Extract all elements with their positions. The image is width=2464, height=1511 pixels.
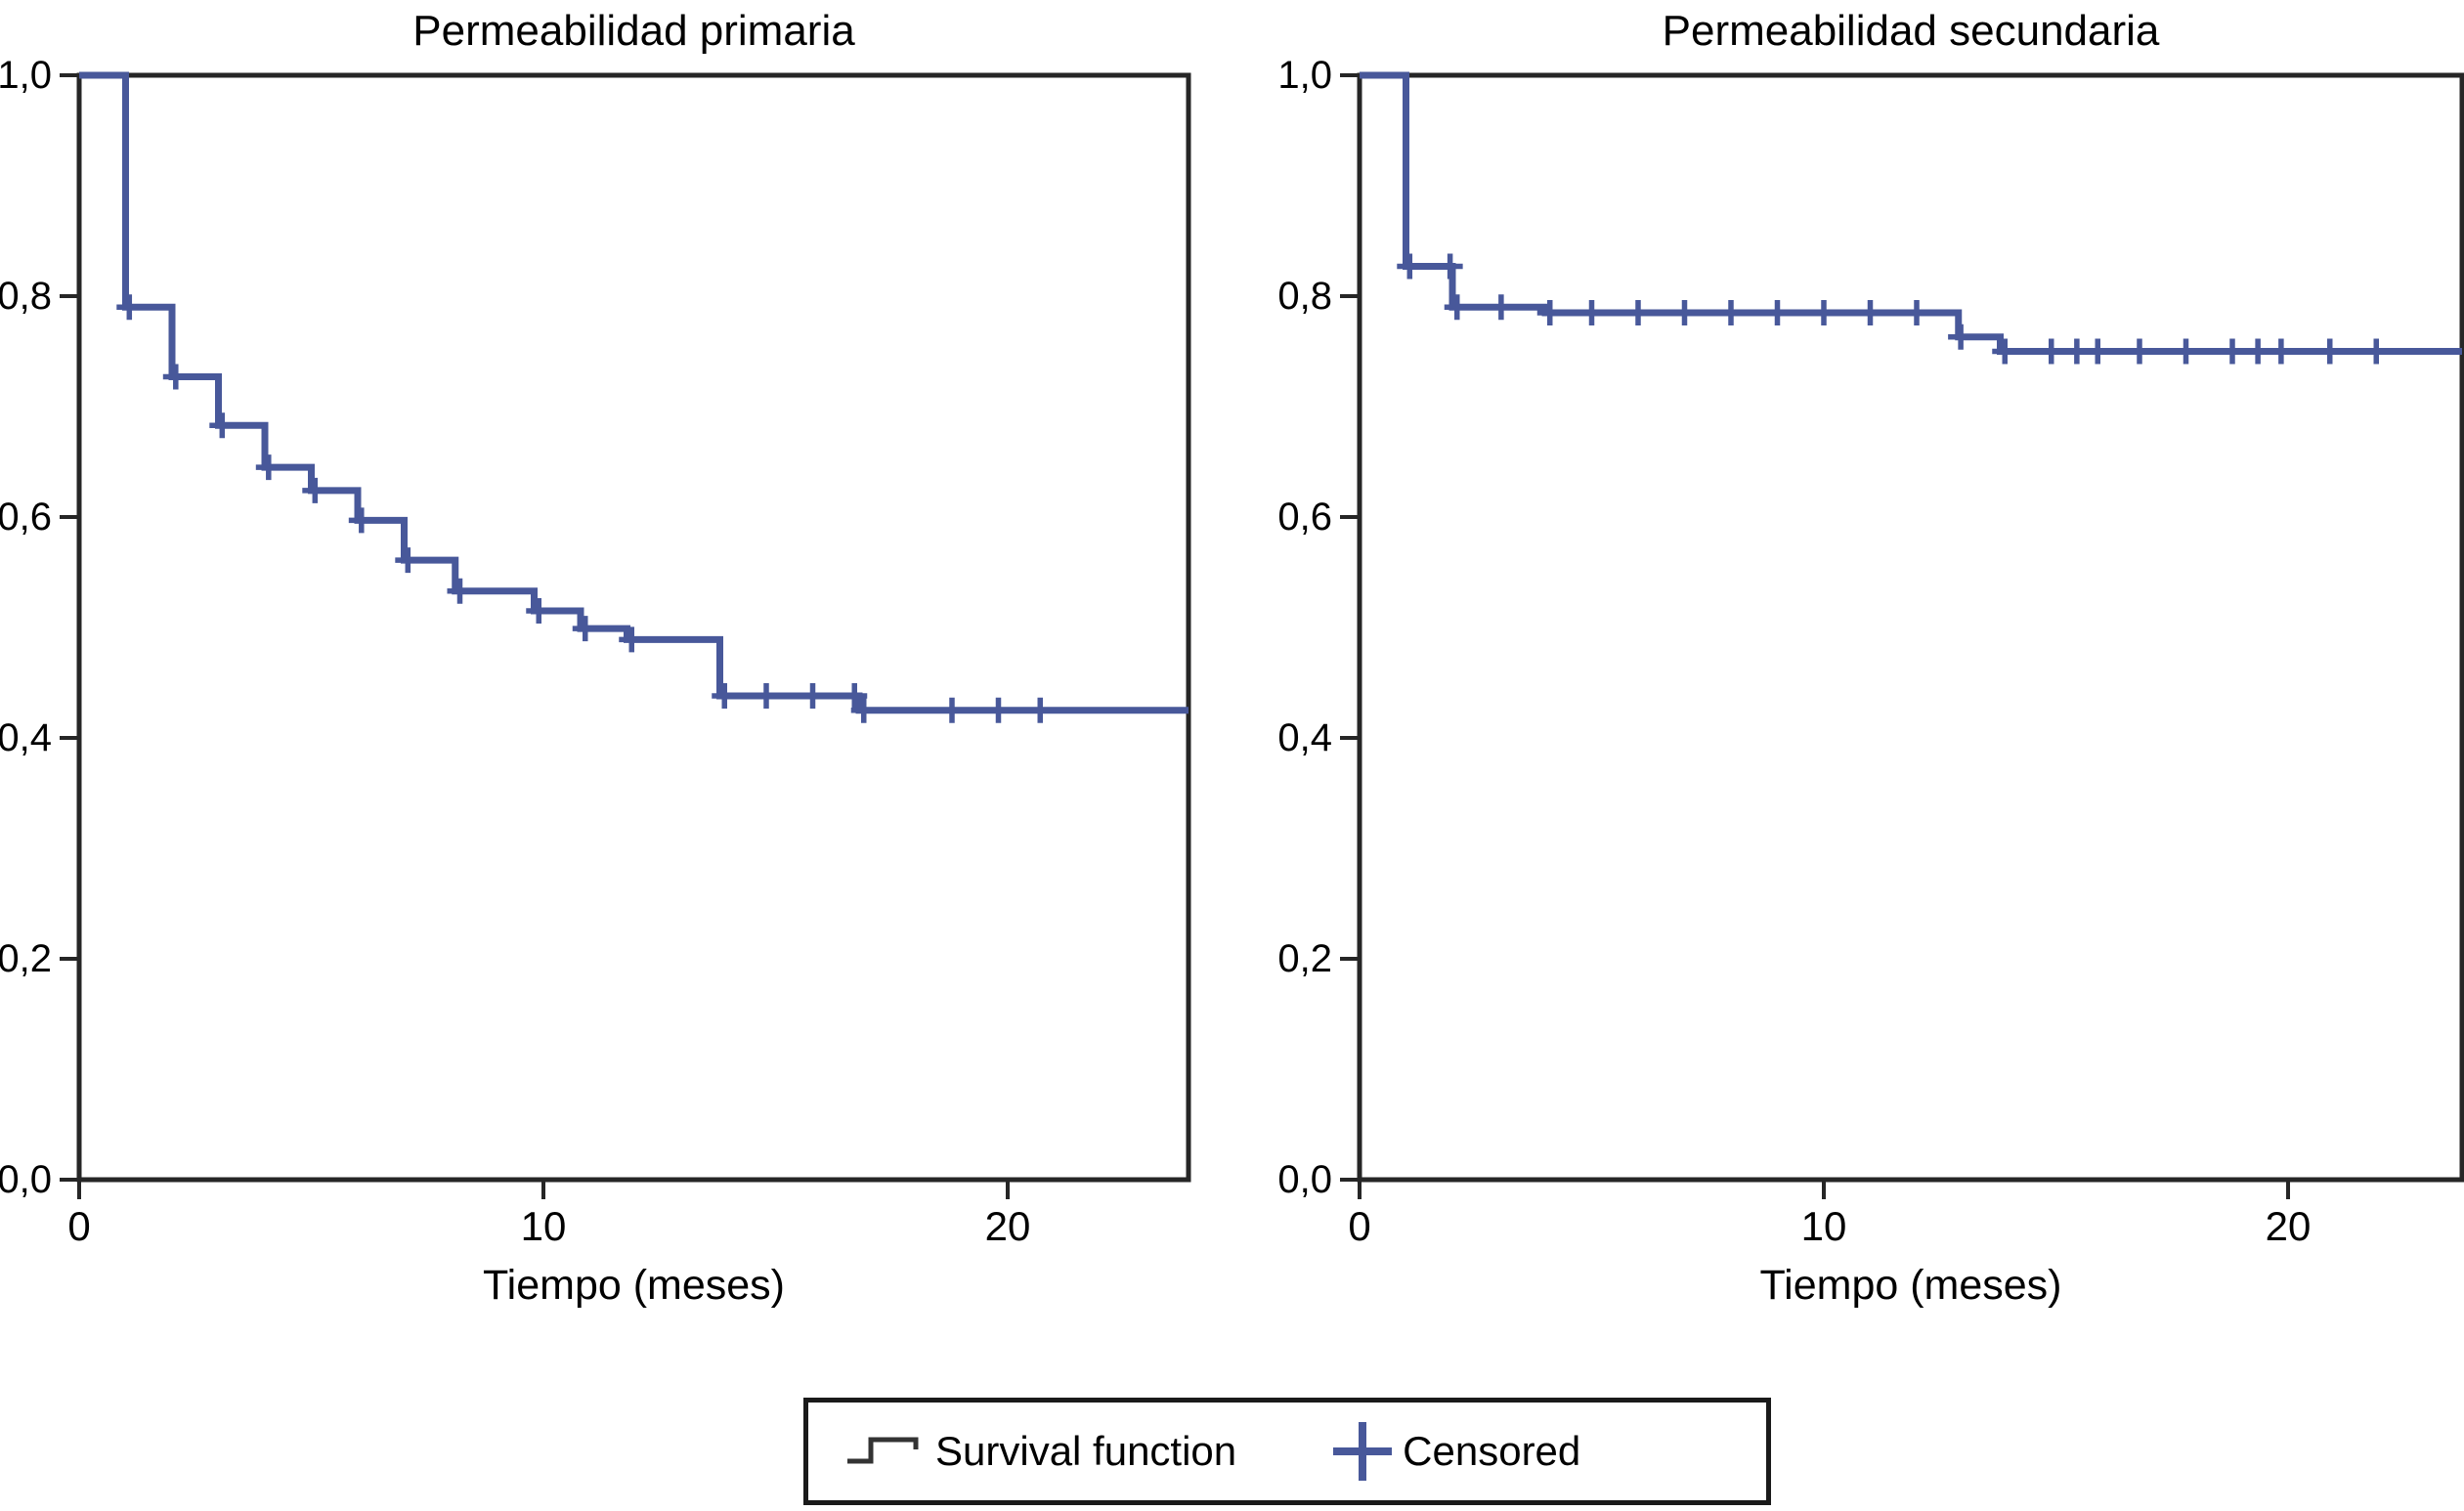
censored-mark [162, 364, 189, 390]
censored-mark [1444, 294, 1470, 321]
censored-mark [1948, 324, 1974, 350]
y-tick-label: 0,6 [0, 496, 52, 539]
censored-mark [1027, 697, 1054, 723]
y-tick-label: 1,0 [0, 54, 52, 97]
censored-mark [850, 697, 877, 723]
legend-entry-survival: Survival function [845, 1428, 1236, 1475]
censored-plus-icon [1333, 1422, 1393, 1481]
censored-mark [209, 412, 236, 439]
censored-mark [302, 477, 328, 503]
censored-mark [1625, 299, 1651, 325]
y-tick-label: 0,0 [1277, 1158, 1332, 1201]
censored-mark [1992, 338, 2018, 365]
censored-mark [1536, 299, 1563, 325]
censored-mark [1488, 294, 1514, 321]
censored-mark [2127, 338, 2152, 365]
x-tick-label: 0 [1348, 1203, 1370, 1249]
legend-entry-censored: Censored [1330, 1419, 1580, 1484]
chart-permeabilidad-primaria: Permeabilidad primaria 0,0 0,2 0,4 0,6 0,8 1,0… [0, 7, 1191, 1309]
survival-step-curve [1360, 71, 2462, 355]
censored-mark [2173, 338, 2199, 365]
censored-mark [526, 598, 552, 625]
legend-censored-label: Censored [1403, 1428, 1581, 1474]
x-tick-label: 20 [985, 1203, 1031, 1249]
censored-mark [985, 697, 1012, 723]
censored-mark [939, 697, 965, 723]
censored-mark [754, 683, 779, 710]
y-tick-label: 0,4 [1277, 716, 1332, 759]
censored-mark [395, 547, 421, 574]
censored-mark [1437, 253, 1463, 280]
censored-mark [800, 683, 826, 710]
censored-mark [1671, 299, 1698, 325]
censored-mark [1857, 299, 1883, 325]
censored-mark [1764, 299, 1791, 325]
x-tick-label: 0 [67, 1203, 90, 1249]
plot-border [76, 72, 1191, 1183]
y-tick-label: 0,4 [0, 716, 52, 759]
x-axis-label: Tiempo (meses) [483, 1262, 785, 1309]
censored-mark [447, 578, 473, 604]
censored-mark [2363, 338, 2390, 365]
legend: Survival function Censored [803, 1398, 1771, 1505]
censored-mark [2220, 338, 2245, 365]
y-tick-label: 0,8 [1277, 275, 1332, 318]
survival-step-curve [79, 71, 1189, 714]
y-tick-label: 0,6 [1277, 496, 1332, 539]
censored-mark [2268, 338, 2294, 365]
censored-mark [2245, 338, 2271, 365]
censored-mark [1904, 299, 1929, 325]
x-tick-label: 20 [2266, 1203, 2312, 1249]
censored-mark [2316, 338, 2343, 365]
censored-mark [1397, 253, 1423, 280]
censored-mark [255, 454, 281, 481]
y-tick-label: 0,0 [0, 1158, 52, 1201]
censored-mark [842, 683, 868, 710]
x-axis-label: Tiempo (meses) [1759, 1262, 2061, 1309]
y-tick-label: 1,0 [1277, 54, 1332, 97]
plot-border [1357, 72, 2464, 1183]
survival-function-step-line-icon [847, 1437, 919, 1464]
censored-mark [2085, 338, 2111, 365]
censored-mark [116, 294, 143, 321]
censored-mark [1578, 299, 1605, 325]
censored-mark [619, 626, 645, 653]
x-tick-label: 10 [1801, 1203, 1847, 1249]
chart-title: Permeabilidad secundaria [1663, 7, 2160, 55]
y-tick-label: 0,2 [0, 937, 52, 980]
censored-mark [1811, 299, 1837, 325]
censored-mark [712, 683, 738, 710]
legend-survival-label: Survival function [935, 1428, 1237, 1474]
chart-title: Permeabilidad primaria [412, 7, 855, 55]
censored-mark [1718, 299, 1744, 325]
x-tick-label: 10 [521, 1203, 567, 1249]
censored-mark [572, 616, 598, 642]
y-tick-label: 0,2 [1277, 937, 1332, 980]
chart-permeabilidad-secundaria: Permeabilidad secundaria 0,0 0,2 0,4 0,6 0,8 1… [1277, 7, 2464, 1309]
y-tick-label: 0,8 [0, 275, 52, 318]
censored-mark [2038, 338, 2064, 365]
censored-mark [348, 507, 374, 534]
